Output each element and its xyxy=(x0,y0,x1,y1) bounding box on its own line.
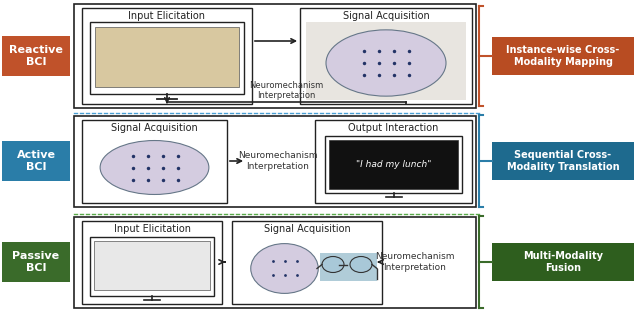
Ellipse shape xyxy=(326,30,446,96)
Bar xyxy=(320,253,377,280)
Bar xyxy=(492,37,634,75)
Text: Multi-Modality
Fusion: Multi-Modality Fusion xyxy=(523,251,603,273)
Bar xyxy=(82,221,222,304)
Bar xyxy=(2,141,70,181)
Text: Signal Acquisition: Signal Acquisition xyxy=(264,224,350,234)
Ellipse shape xyxy=(100,141,209,194)
Bar xyxy=(82,120,227,203)
Bar xyxy=(329,140,458,189)
Text: Neuromechanism
Interpretation: Neuromechanism Interpretation xyxy=(238,151,317,171)
Text: Passive
BCI: Passive BCI xyxy=(12,251,60,273)
Ellipse shape xyxy=(350,256,372,273)
Text: Active
BCI: Active BCI xyxy=(17,150,56,172)
Text: Signal Acquisition: Signal Acquisition xyxy=(111,123,198,133)
Bar xyxy=(300,8,472,104)
Text: Neuromechanism
Interpretation: Neuromechanism Interpretation xyxy=(375,252,455,272)
Bar xyxy=(74,116,476,207)
Text: Input Elicitation: Input Elicitation xyxy=(113,224,191,234)
Text: Signal Acquisition: Signal Acquisition xyxy=(342,11,429,21)
Bar xyxy=(232,221,382,304)
Bar xyxy=(74,4,476,108)
Bar xyxy=(94,241,210,290)
Bar xyxy=(95,27,239,87)
Bar xyxy=(90,22,244,94)
Bar xyxy=(90,237,214,296)
Bar xyxy=(2,242,70,282)
Ellipse shape xyxy=(322,256,344,273)
Text: Input Elicitation: Input Elicitation xyxy=(129,11,205,21)
Bar xyxy=(306,22,466,100)
Bar xyxy=(325,136,462,193)
Text: Reactive
BCI: Reactive BCI xyxy=(9,45,63,67)
Bar xyxy=(492,243,634,281)
Text: Instance-wise Cross-
Modality Mapping: Instance-wise Cross- Modality Mapping xyxy=(506,45,620,67)
Text: Output Interaction: Output Interaction xyxy=(348,123,438,133)
Text: Neuromechanism
Interpretation: Neuromechanism Interpretation xyxy=(250,81,324,100)
Bar xyxy=(315,120,472,203)
Ellipse shape xyxy=(251,244,318,293)
Bar xyxy=(82,8,252,104)
Bar xyxy=(492,142,634,180)
Bar xyxy=(74,217,476,308)
Text: Sequential Cross-
Modality Translation: Sequential Cross- Modality Translation xyxy=(507,150,620,172)
Bar xyxy=(2,36,70,76)
Text: "I had my lunch": "I had my lunch" xyxy=(356,160,431,169)
